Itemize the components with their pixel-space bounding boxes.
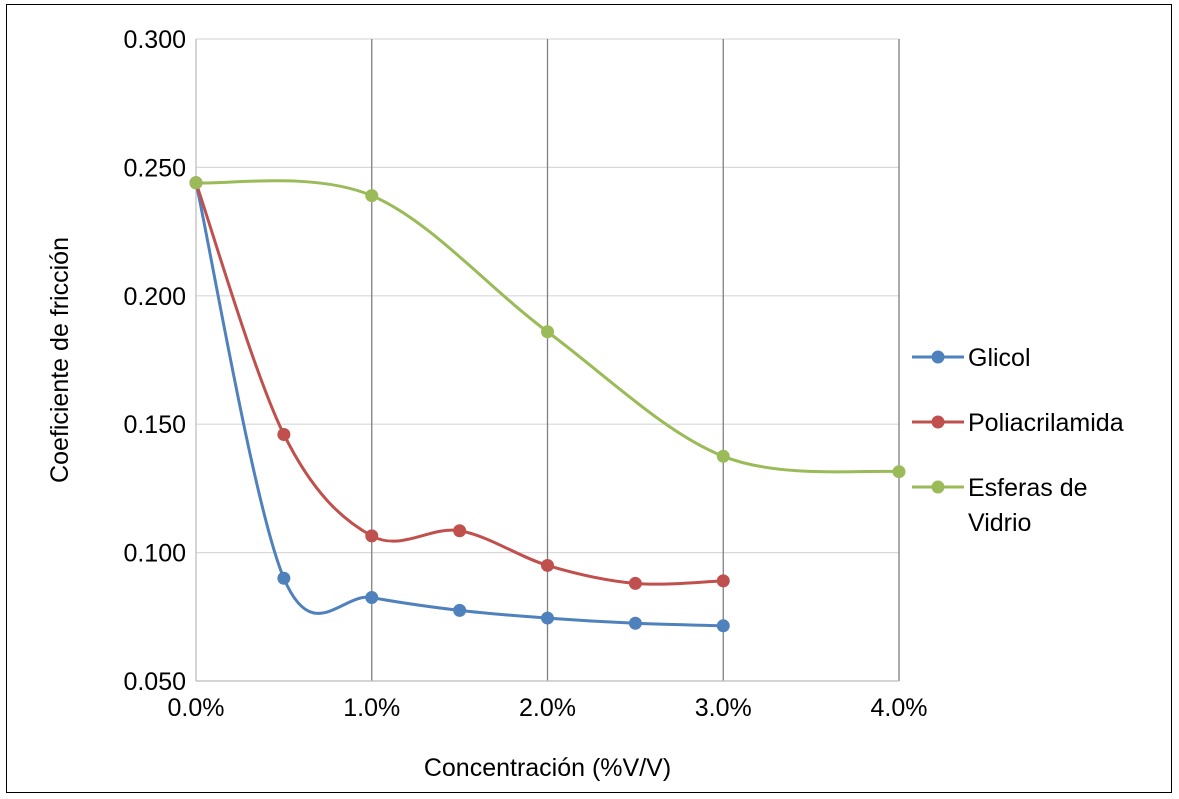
gridlines: [195, 38, 900, 682]
data-point: [365, 591, 379, 605]
y-tick-label: 0.100: [123, 540, 186, 568]
legend-item: Glicol: [912, 344, 1031, 372]
x-axis-ticks: 0.0% 1.0% 2.0% 3.0% 4.0%: [168, 694, 928, 722]
y-axis-title: Coeficiente de fricción: [46, 237, 74, 483]
legend-item: Poliacrilamida: [912, 409, 1124, 437]
data-point: [189, 176, 203, 190]
legend-marker: [931, 415, 945, 429]
series-line: [194, 182, 724, 628]
legend-label: Glicol: [968, 344, 1031, 372]
legend-label: Esferas de Vidrio: [968, 474, 1088, 537]
data-point: [453, 524, 467, 538]
y-tick-label: 0.050: [123, 668, 186, 696]
x-tick-label: 3.0%: [695, 694, 752, 722]
y-tick-label: 0.200: [123, 283, 186, 311]
data-point: [716, 574, 730, 588]
data-point: [716, 619, 730, 633]
x-tick-label: 1.0%: [343, 694, 400, 722]
data-point: [541, 611, 554, 625]
x-tick-label: 2.0%: [519, 694, 576, 722]
data-point: [453, 603, 467, 617]
data-point: [628, 576, 642, 590]
legend-marker: [931, 480, 945, 494]
data-point: [541, 325, 554, 339]
data-point: [541, 558, 554, 572]
y-tick-label: 0.150: [123, 411, 186, 439]
data-point: [716, 449, 730, 463]
data-point: [277, 571, 291, 585]
line-chart: 0.050 0.100 0.150 0.200 0.250 0.300 0.0% 1.0% 2…: [46, 26, 1124, 782]
data-point: [277, 427, 291, 441]
series-poliacrilamida: [189, 176, 730, 590]
series-lines: [189, 176, 906, 633]
legend-marker: [931, 350, 945, 364]
series-esferas-de-vidrio: [189, 176, 906, 479]
data-point: [628, 616, 642, 630]
x-axis-title: Concentración (%V/V): [424, 754, 671, 782]
legend: Glicol Poliacrilamida Esferas de Vidrio: [912, 344, 1124, 537]
legend-item: Esferas de Vidrio: [912, 474, 1088, 537]
series-line: [194, 182, 724, 586]
x-tick-label: 4.0%: [871, 694, 928, 722]
data-point: [892, 465, 906, 479]
legend-label: Poliacrilamida: [968, 409, 1124, 437]
data-point: [365, 189, 379, 203]
x-tick-label: 0.0%: [168, 694, 225, 722]
y-axis-ticks: 0.050 0.100 0.150 0.200 0.250 0.300: [123, 26, 186, 696]
chart-frame: 0.050 0.100 0.150 0.200 0.250 0.300 0.0% 1.0% 2…: [6, 4, 1172, 793]
y-tick-label: 0.250: [123, 154, 186, 182]
y-tick-label: 0.300: [123, 26, 186, 54]
data-point: [365, 529, 379, 543]
